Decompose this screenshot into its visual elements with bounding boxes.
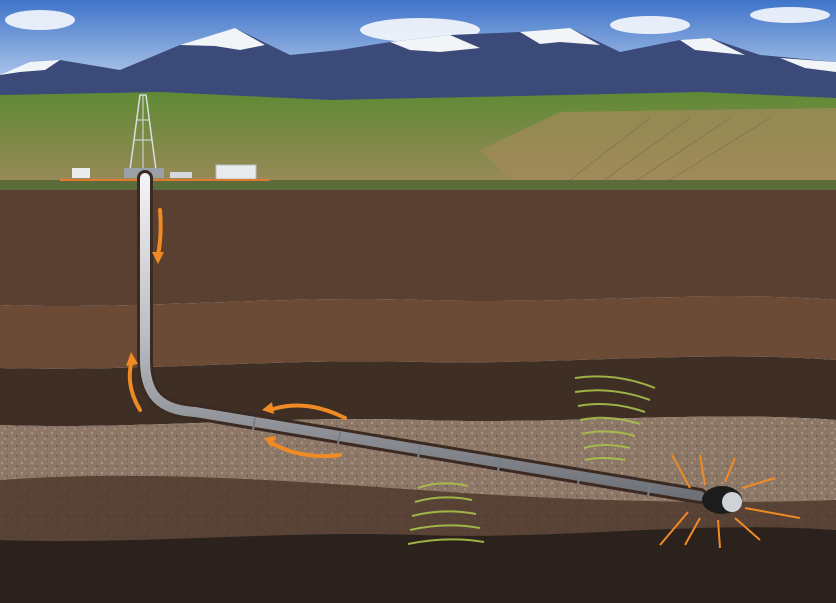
wellbore [137,170,708,504]
stratum-basement [0,527,836,603]
stratum-topsoil [0,190,836,307]
ground-surface-line [0,180,836,190]
bit-radiating-arrows [659,454,801,549]
stratum-clay [0,296,836,369]
mountain-range [0,28,836,110]
pipe-joints [252,417,651,497]
field-furrows [569,117,771,187]
stratum-lower [0,475,836,546]
drill-bit-icon [702,486,742,514]
telemetry-wave-icon [407,375,656,545]
flow-arrowheads [126,252,276,448]
plowed-field [480,108,836,188]
